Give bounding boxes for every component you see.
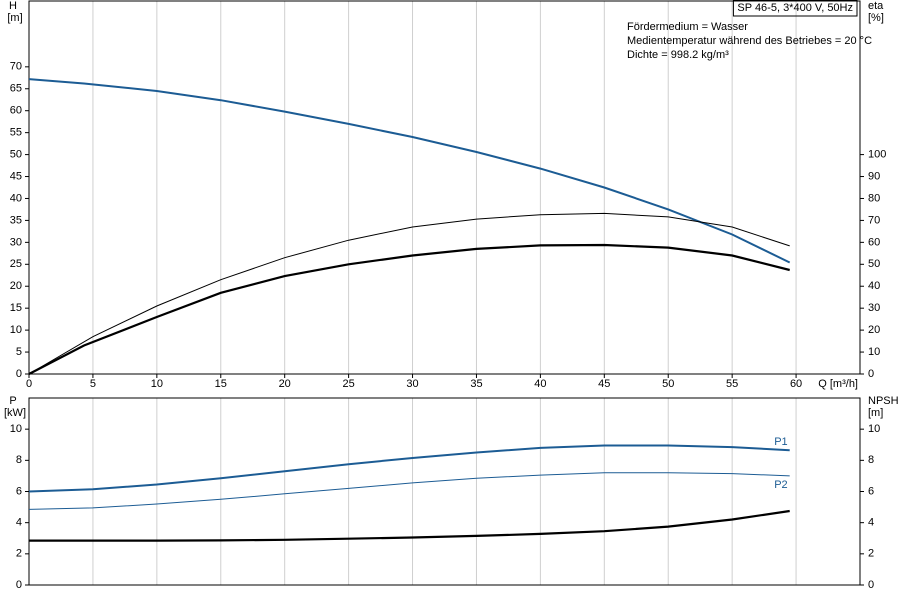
annotation: Fördermedium = Wasser [627, 21, 748, 33]
y-tick-label: 0 [16, 579, 22, 591]
x-tick-label: 40 [534, 378, 546, 390]
plot-frame [28, 397, 861, 586]
y-axis-unit: [m] [7, 12, 22, 24]
pump-title: SP 46-5, 3*400 V, 50Hz [737, 2, 853, 14]
y2-tick-label: 60 [868, 236, 880, 248]
x-tick-label: 10 [151, 378, 163, 390]
x-tick-label: 60 [790, 378, 802, 390]
y-axis-unit: [kW] [4, 407, 26, 419]
y-tick-label: 70 [10, 61, 22, 73]
y2-tick-label: 20 [868, 324, 880, 336]
y-axis-label: H [9, 0, 17, 12]
y-tick-label: 45 [10, 170, 22, 182]
curve [28, 212, 790, 375]
title-box [732, 0, 858, 17]
x-tick-label: 20 [279, 378, 291, 390]
curve [28, 444, 790, 493]
y2-tick-label: 70 [868, 214, 880, 226]
y2-tick-label: 100 [868, 148, 886, 160]
x-tick-label: 55 [726, 378, 738, 390]
y-tick-label: 15 [10, 302, 22, 314]
y-tick-label: 30 [10, 236, 22, 248]
curve [28, 472, 790, 510]
y2-axis-label: eta [868, 0, 884, 12]
x-tick-label: 5 [90, 378, 96, 390]
y2-axis-unit: [%] [868, 12, 884, 24]
y2-tick-label: 50 [868, 258, 880, 270]
y2-tick-label: 80 [868, 192, 880, 204]
y2-tick-label: 30 [868, 302, 880, 314]
y-tick-label: 2 [16, 548, 22, 560]
x-tick-label: 30 [406, 378, 418, 390]
x-tick-label: 15 [215, 378, 227, 390]
y2-tick-label: 6 [868, 485, 874, 497]
annotation: Medientemperatur während des Betriebes =… [627, 35, 872, 47]
y-tick-label: 5 [16, 346, 22, 358]
x-tick-label: 50 [662, 378, 674, 390]
plot-frame [28, 0, 861, 375]
y2-tick-label: 2 [868, 548, 874, 560]
y-tick-label: 35 [10, 214, 22, 226]
y-tick-label: 50 [10, 148, 22, 160]
curve-label: P2 [774, 479, 787, 491]
y2-tick-label: 8 [868, 454, 874, 466]
y2-tick-label: 0 [868, 368, 874, 380]
y-tick-label: 8 [16, 454, 22, 466]
annotation: Dichte = 998.2 kg/m³ [627, 49, 729, 61]
y-tick-label: 0 [16, 368, 22, 380]
curve [29, 509, 790, 542]
y2-tick-label: 10 [868, 346, 880, 358]
y2-tick-label: 90 [868, 170, 880, 182]
y-tick-label: 60 [10, 105, 22, 117]
x-tick-label: 35 [470, 378, 482, 390]
curve [28, 243, 790, 375]
y2-tick-label: 40 [868, 280, 880, 292]
y-tick-label: 65 [10, 83, 22, 95]
y-tick-label: 6 [16, 485, 22, 497]
y-tick-label: 20 [10, 280, 22, 292]
y-axis-label: P [9, 395, 16, 407]
x-tick-label: 45 [598, 378, 610, 390]
y-tick-label: 25 [10, 258, 22, 270]
y2-tick-label: 10 [868, 423, 880, 435]
y2-axis-label: NPSH [868, 395, 899, 407]
curve [28, 78, 791, 264]
y-tick-label: 4 [16, 517, 22, 529]
x-tick-label: 25 [342, 378, 354, 390]
x-axis-label: Q [m³/h] [818, 378, 858, 390]
y-tick-label: 10 [10, 423, 22, 435]
y2-axis-unit: [m] [868, 407, 883, 419]
y-tick-label: 10 [10, 324, 22, 336]
y-tick-label: 40 [10, 192, 22, 204]
y2-tick-label: 4 [868, 517, 874, 529]
x-tick-label: 0 [26, 378, 32, 390]
y-tick-label: 55 [10, 127, 22, 139]
curve-label: P1 [774, 436, 787, 448]
y2-tick-label: 0 [868, 579, 874, 591]
